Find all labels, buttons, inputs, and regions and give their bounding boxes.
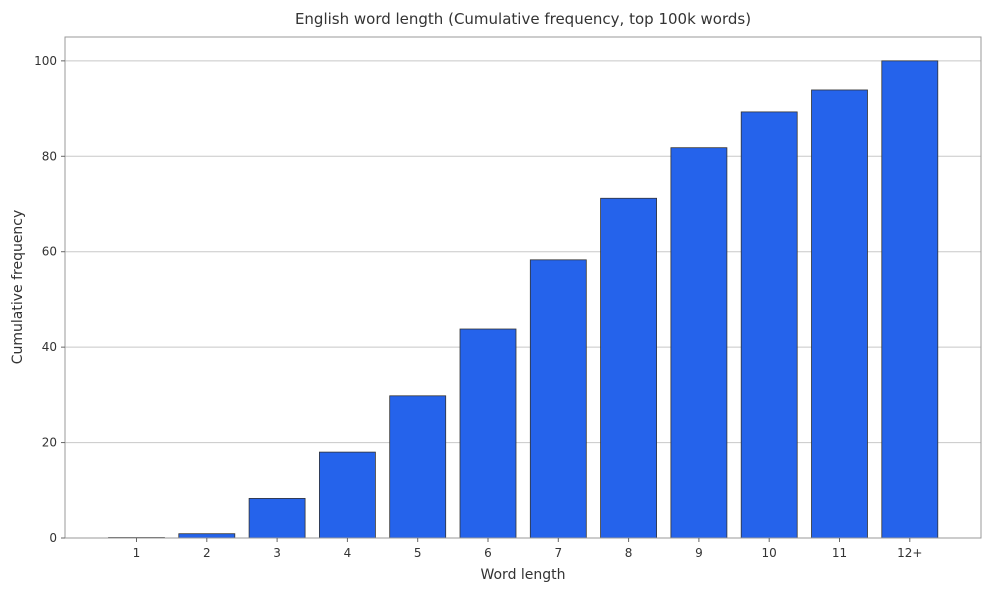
chart-title: English word length (Cumulative frequenc… [295, 10, 751, 28]
bar-3 [248, 497, 306, 539]
y-tick-label: 20 [42, 436, 57, 450]
bar-8 [600, 197, 657, 539]
x-tick-label: 6 [484, 546, 492, 560]
y-axis-ticks: 0 20 40 60 80 100 [34, 54, 65, 545]
x-axis-label: Word length [480, 567, 565, 583]
x-tick-label: 9 [695, 546, 703, 560]
x-tick-label: 2 [203, 546, 211, 560]
bar-5 [389, 395, 447, 539]
x-tick-label: 12+ [897, 546, 922, 560]
bar-7 [529, 259, 587, 539]
bar-12+ [881, 60, 939, 539]
x-tick-label: 7 [554, 546, 562, 560]
x-tick-label: 8 [625, 546, 633, 560]
bar-9 [670, 147, 728, 539]
bar-4 [318, 451, 376, 539]
x-axis-ticks: 1 2 3 4 5 6 7 8 9 10 11 12+ [133, 538, 922, 560]
bar-2 [178, 533, 236, 539]
x-tick-label: 10 [762, 546, 777, 560]
y-tick-label: 40 [42, 340, 57, 354]
y-axis-label: Cumulative frequency [10, 210, 26, 365]
bar-10 [740, 111, 798, 539]
x-tick-label: 11 [832, 546, 847, 560]
bar-6 [459, 328, 517, 539]
x-tick-label: 1 [133, 546, 141, 560]
bars [108, 60, 939, 539]
bar-11 [811, 89, 868, 539]
y-tick-label: 80 [42, 149, 57, 163]
plot-frame [64, 36, 982, 539]
x-tick-label: 4 [344, 546, 352, 560]
y-tick-label: 0 [49, 531, 57, 545]
x-tick-label: 3 [273, 546, 281, 560]
x-tick-label: 5 [414, 546, 422, 560]
y-tick-label: 60 [42, 245, 57, 259]
y-tick-label: 100 [34, 54, 57, 68]
